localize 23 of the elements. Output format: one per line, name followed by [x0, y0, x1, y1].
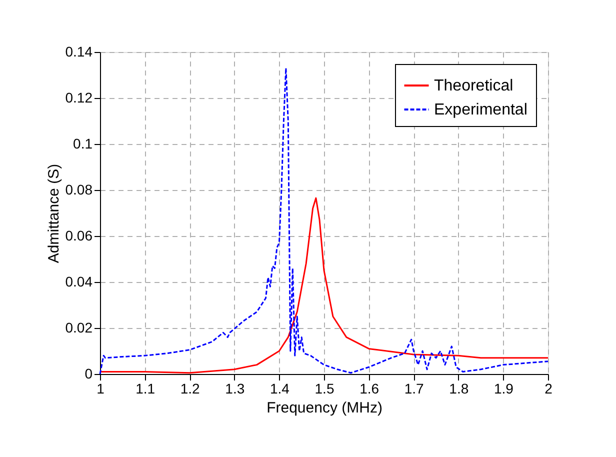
x-tick-label: 1.9	[494, 380, 514, 396]
legend-label: Theoretical	[434, 78, 514, 94]
y-tick-label: 0.02	[65, 320, 93, 336]
x-tick-label: 1.7	[404, 380, 424, 396]
x-axis-title: Frequency (MHz)	[266, 400, 382, 416]
x-tick-label: 1.8	[449, 380, 469, 396]
x-tick-label: 1.1	[136, 380, 156, 396]
x-tick-label: 1.2	[180, 380, 200, 396]
y-tick-label: 0.06	[65, 228, 93, 244]
x-tick-label: 1.6	[360, 380, 380, 396]
y-tick-label: 0.04	[65, 274, 93, 290]
x-tick-label: 1.4	[270, 380, 290, 396]
y-axis-title: Admittance (S)	[45, 164, 62, 264]
x-tick-label: 2	[544, 380, 553, 396]
x-tick-label: 1	[96, 380, 105, 396]
legend-label: Experimental	[434, 102, 528, 118]
y-tick-label: 0	[84, 366, 93, 382]
y-tick-label: 0.08	[65, 182, 93, 198]
y-tick-label: 0.1	[73, 136, 93, 152]
y-tick-label: 0.14	[65, 44, 93, 60]
x-tick-label: 1.3	[225, 380, 245, 396]
y-tick-label: 0.12	[65, 90, 93, 106]
x-tick-label: 1.5	[314, 380, 334, 396]
